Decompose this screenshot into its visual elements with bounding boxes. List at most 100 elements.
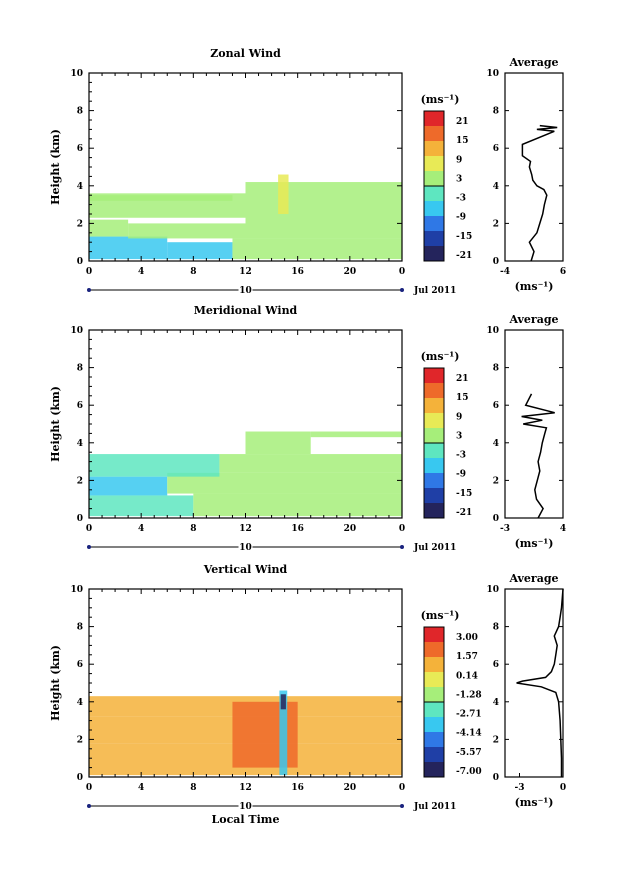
colorbar-tick-label: 21 — [456, 117, 469, 127]
colorbar-tick-label: 9 — [456, 155, 462, 165]
heatmap-cell — [89, 195, 233, 201]
average-x-unit: (ms⁻¹) — [515, 796, 554, 809]
date-bar-start — [87, 804, 91, 808]
colorbar-tick-label: 3 — [456, 431, 462, 441]
average-x-tick-label: -3 — [500, 524, 510, 534]
x-tick-label: 16 — [291, 267, 304, 277]
average-x-tick-label: -3 — [515, 783, 525, 793]
colorbar-tick-label: -7.00 — [456, 767, 482, 777]
heatmap-fill-layer — [89, 174, 402, 776]
average-y-tick-label: 10 — [486, 69, 499, 79]
colorbar-swatch — [424, 657, 444, 673]
y-tick-label: 10 — [70, 585, 83, 595]
heatmap-cell — [219, 454, 402, 473]
colorbar-swatch — [424, 503, 444, 519]
y-tick-label: 0 — [77, 773, 83, 783]
panel-title: Meridional Wind — [194, 304, 298, 317]
colorbar-tick-label: 21 — [456, 374, 469, 384]
date-bar-start — [87, 288, 91, 292]
average-y-tick-label: 8 — [493, 364, 499, 374]
average-title: Average — [508, 56, 558, 69]
colorbar-tick-label: -2.71 — [456, 710, 482, 720]
x-tick-label: 8 — [190, 783, 196, 793]
colorbar-unit: (ms⁻¹) — [421, 350, 460, 363]
x-tick-label: 4 — [138, 783, 144, 793]
average-y-tick-label: 4 — [493, 439, 499, 449]
date-bar-end — [400, 288, 404, 292]
colorbar-unit: (ms⁻¹) — [421, 93, 460, 106]
colorbar-swatch — [424, 717, 444, 733]
average-x-tick-label: -4 — [500, 267, 510, 277]
heatmap-cell — [310, 431, 402, 438]
y-tick-label: 8 — [77, 107, 83, 117]
average-y-tick-label: 2 — [493, 735, 499, 745]
date-marker-label: 10 — [239, 543, 252, 553]
heatmap-cell — [279, 690, 288, 776]
colorbar-swatch — [424, 383, 444, 399]
colorbar-swatch — [424, 672, 444, 688]
heatmap-cell — [167, 472, 402, 494]
y-tick-label: 2 — [77, 735, 83, 745]
x-tick-label: 0 — [86, 267, 92, 277]
colorbar-tick-label: 3 — [456, 174, 462, 184]
colorbar-swatch — [424, 702, 444, 718]
colorbar-swatch — [424, 156, 444, 172]
colorbar-swatch — [424, 642, 444, 658]
panel-title: Vertical Wind — [203, 563, 288, 576]
x-tick-label: 0 — [399, 267, 405, 277]
average-title: Average — [508, 313, 558, 326]
y-axis-label: Height (km) — [49, 645, 62, 721]
y-tick-label: 6 — [77, 401, 83, 411]
average-profile-line — [521, 393, 555, 519]
y-tick-label: 8 — [77, 623, 83, 633]
heatmap-cell — [232, 238, 402, 260]
colorbar-swatch — [424, 126, 444, 142]
heatmap-cell — [245, 214, 402, 239]
average-y-tick-label: 2 — [493, 219, 499, 229]
x-tick-label: 12 — [239, 267, 252, 277]
colorbar-swatch — [424, 747, 444, 763]
heatmap-cell — [245, 431, 311, 455]
date-marker-bg — [238, 542, 253, 552]
colorbar-tick-label: -21 — [456, 251, 472, 261]
heatmap-cell — [167, 242, 233, 260]
colorbar-tick-label: 15 — [456, 136, 469, 146]
x-tick-label: 12 — [239, 783, 252, 793]
colorbar-swatch — [424, 443, 444, 459]
average-x-unit: (ms⁻¹) — [515, 537, 554, 550]
colorbar-tick-label: -15 — [456, 489, 472, 499]
colorbar-tick-label: -15 — [456, 232, 472, 242]
colorbar-swatch — [424, 732, 444, 748]
y-tick-label: 10 — [70, 326, 83, 336]
x-tick-label: 8 — [190, 524, 196, 534]
colorbar-swatch — [424, 171, 444, 187]
heatmap-cell — [128, 223, 246, 239]
x-tick-label: 4 — [138, 267, 144, 277]
colorbar-unit: (ms⁻¹) — [421, 609, 460, 622]
x-axis-label: Local Time — [212, 813, 280, 826]
colorbar-tick-label: -1.28 — [456, 690, 482, 700]
heatmap-cell — [89, 236, 168, 260]
average-y-tick-label: 4 — [493, 698, 499, 708]
average-y-tick-label: 8 — [493, 623, 499, 633]
y-tick-label: 2 — [77, 219, 83, 229]
x-tick-label: 8 — [190, 267, 196, 277]
heatmap-cell — [280, 694, 286, 710]
colorbar-swatch — [424, 398, 444, 414]
heatmap-cell — [193, 493, 402, 517]
colorbar-tick-label: -5.57 — [456, 748, 482, 758]
average-y-tick-label: 0 — [493, 773, 499, 783]
average-y-tick-label: 6 — [493, 144, 499, 154]
x-tick-label: 16 — [291, 524, 304, 534]
colorbar-tick-label: 15 — [456, 393, 469, 403]
colorbar-tick-label: -21 — [456, 508, 472, 518]
heatmap-cell — [245, 182, 402, 214]
y-tick-label: 8 — [77, 364, 83, 374]
y-tick-label: 10 — [70, 69, 83, 79]
x-tick-label: 20 — [344, 783, 357, 793]
colorbar-swatch — [424, 201, 444, 217]
colorbar-swatch — [424, 141, 444, 157]
y-tick-label: 2 — [77, 476, 83, 486]
colorbar-tick-label: 9 — [456, 412, 462, 422]
